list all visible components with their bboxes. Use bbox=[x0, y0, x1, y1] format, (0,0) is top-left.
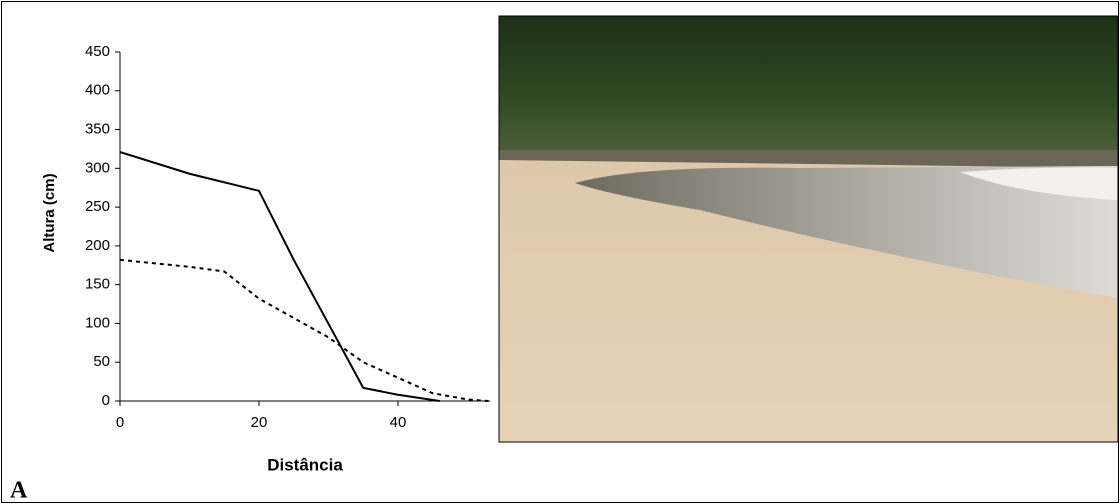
y-tick-label: 250 bbox=[85, 198, 110, 215]
x-tick-label: 0 bbox=[116, 414, 124, 431]
y-tick-label: 350 bbox=[85, 121, 110, 138]
x-axis-label: Distância bbox=[267, 455, 343, 474]
y-tick-label: 450 bbox=[85, 43, 110, 60]
photo bbox=[498, 15, 1119, 443]
series-line bbox=[119, 258, 489, 402]
y-tick-label: 50 bbox=[93, 353, 110, 370]
x-tick-label: 40 bbox=[390, 414, 407, 431]
series-line bbox=[119, 151, 440, 402]
y-tick-label: 0 bbox=[102, 392, 110, 409]
y-tick-label: 100 bbox=[85, 314, 110, 331]
panel-label: A bbox=[10, 478, 28, 504]
y-axis-label: Altura (cm) bbox=[41, 173, 58, 252]
y-tick-label: 150 bbox=[85, 276, 110, 293]
y-tick-label: 200 bbox=[85, 237, 110, 254]
y-tick-label: 400 bbox=[85, 82, 110, 99]
x-tick-label: 20 bbox=[251, 414, 268, 431]
y-tick-label: 300 bbox=[85, 159, 110, 176]
